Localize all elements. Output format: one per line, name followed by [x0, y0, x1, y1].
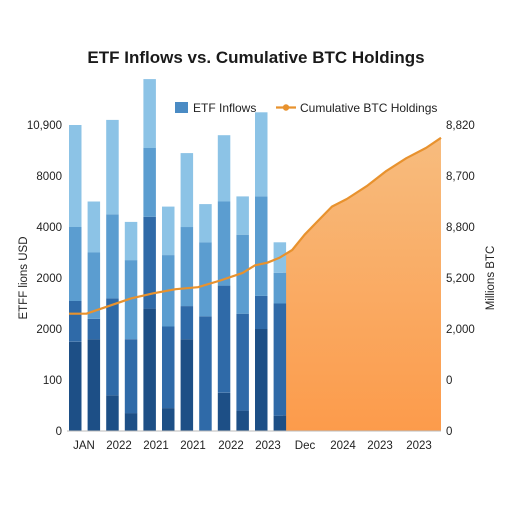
inflow-bar-segment	[217, 392, 231, 432]
x-tick: JAN	[73, 440, 95, 452]
legend-swatch-etf-inflows	[175, 102, 188, 113]
inflow-bar-segment	[143, 147, 156, 217]
x-tick: Dec	[295, 440, 316, 452]
inflow-bar-segment	[69, 300, 82, 342]
inflow-bar-segment	[124, 221, 138, 261]
inflow-bar-segment	[255, 112, 268, 197]
legend-swatch-cumulative-marker	[282, 104, 290, 111]
right-tick: 0	[446, 426, 452, 438]
inflow-bar-segment	[87, 339, 101, 431]
inflow-bar-segment	[69, 227, 82, 301]
inflow-bar-segment	[106, 395, 119, 431]
left-tick: 100	[43, 375, 62, 387]
inflow-bar-segment	[162, 206, 175, 255]
inflow-bar-segment	[199, 316, 212, 432]
left-axis-label: ETFF lions USD	[18, 236, 30, 319]
inflow-bar-segment	[255, 196, 268, 296]
inflow-bar-segment	[87, 252, 101, 319]
chart-title: ETF Inflows vs. Cumulative BTC Holdings	[87, 48, 424, 67]
inflow-bar-segment	[273, 415, 287, 431]
left-tick: 0	[56, 426, 62, 438]
left-axis: 0 100 2000 2000 4000 8000 10,900	[27, 120, 62, 438]
inflow-bar-segment	[124, 260, 138, 340]
inflow-bar-segment	[273, 272, 287, 304]
x-axis: JAN 2022 2021 2021 2022 2023 Dec 2024 20…	[73, 440, 432, 452]
legend-label-etf-inflows: ETF Inflows	[193, 101, 256, 115]
x-tick: 2021	[143, 440, 169, 452]
x-tick: 2023	[406, 440, 432, 452]
inflow-bar-segment	[217, 201, 231, 286]
inflow-bar-segment	[162, 408, 175, 431]
right-tick: 2,000	[446, 324, 475, 336]
inflow-bar-segment	[236, 410, 249, 431]
inflow-bar-segment	[180, 227, 194, 306]
cumulative-area-fill	[283, 137, 441, 432]
inflow-bar-segment	[69, 125, 82, 227]
inflow-bar-segment	[255, 295, 268, 329]
inflow-bar-segment	[236, 196, 249, 235]
x-tick: 2022	[106, 440, 132, 452]
x-tick: 2022	[218, 440, 244, 452]
left-tick: 2000	[36, 324, 62, 336]
inflow-bar-segment	[143, 79, 156, 148]
inflow-bar-segment	[180, 306, 194, 340]
inflow-bar-segment	[217, 135, 231, 202]
x-tick: 2023	[255, 440, 281, 452]
right-tick: 8,700	[446, 171, 475, 183]
x-tick: 2024	[330, 440, 356, 452]
right-tick: 0	[446, 375, 452, 387]
inflow-bar-segment	[180, 153, 194, 228]
inflow-bar-segment	[255, 329, 268, 431]
inflow-bar-segment	[87, 318, 101, 340]
inflow-bar-segment	[124, 413, 138, 431]
legend: ETF Inflows Cumulative BTC Holdings	[175, 101, 437, 115]
inflow-bar-segment	[273, 303, 287, 416]
left-tick: 4000	[36, 222, 62, 234]
inflow-bar-segment	[106, 214, 119, 299]
inflow-bar-segment	[106, 298, 119, 396]
inflow-bar-segment	[199, 204, 212, 243]
right-axis-label: Millions BTC	[485, 246, 497, 311]
inflow-bar-segment	[124, 339, 138, 414]
inflow-bar-segment	[162, 326, 175, 408]
legend-label-cumulative-btc: Cumulative BTC Holdings	[300, 101, 437, 115]
inflow-bar-segment	[217, 285, 231, 393]
x-tick: 2021	[180, 440, 206, 452]
inflow-bar-segment	[199, 242, 212, 317]
left-tick: 10,900	[27, 120, 62, 132]
cumulative-btc-line	[69, 136, 442, 315]
inflow-bar-segment	[143, 216, 156, 309]
right-axis: 0 0 2,000 5,200 8,800 8,700 8,820	[446, 120, 475, 438]
inflow-bar-segment	[87, 201, 101, 253]
right-tick: 8,820	[446, 120, 475, 132]
x-tick: 2023	[367, 440, 393, 452]
etf-inflows-bars	[69, 79, 287, 432]
right-tick: 8,800	[446, 222, 475, 234]
inflow-bar-segment	[236, 234, 249, 314]
left-tick: 8000	[36, 171, 62, 183]
inflow-bar-segment	[69, 341, 82, 432]
inflow-bar-segment	[106, 119, 119, 215]
inflow-bar-segment	[180, 339, 194, 431]
left-tick: 2000	[36, 273, 62, 285]
right-tick: 5,200	[446, 273, 475, 285]
inflow-bar-segment	[143, 308, 156, 431]
inflow-bar-segment	[236, 313, 249, 411]
